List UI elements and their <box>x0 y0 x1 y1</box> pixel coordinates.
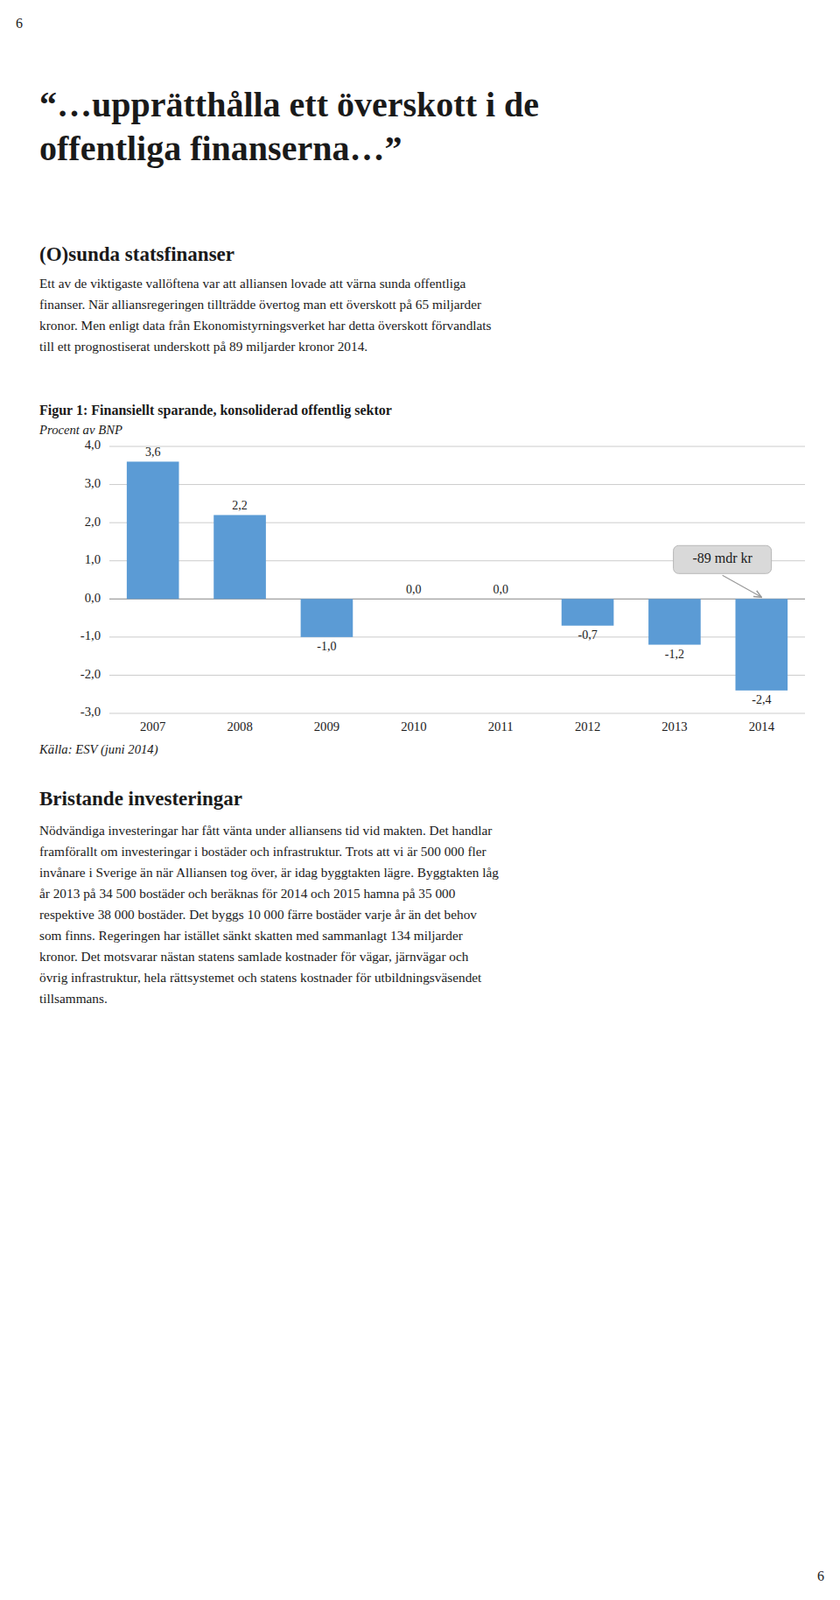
x-tick-label: 2007 <box>140 719 166 734</box>
y-tick-label: 0,0 <box>84 590 101 605</box>
body-text: finanser. När alliansregeringen tillträd… <box>39 296 482 313</box>
x-tick-label: 2012 <box>574 719 601 734</box>
x-tick-label: 2011 <box>488 719 514 734</box>
body-text: kronor. Det motsvarar nästan statens sam… <box>39 948 469 965</box>
grid-line <box>109 446 805 448</box>
body-text: invånare i Sverige än när Alliansen tog … <box>39 864 499 881</box>
body-text: till ett prognostiserat underskott på 89… <box>39 338 368 355</box>
grid-line <box>109 674 805 676</box>
body-text: övrig infrastruktur, hela rättsystemet o… <box>39 969 482 986</box>
bar <box>561 598 615 626</box>
data-label: -2,4 <box>751 693 771 707</box>
y-axis-label: Procent av BNP <box>39 422 123 438</box>
body-text: Ett av de viktigaste vallöftena var att … <box>39 275 466 292</box>
bar <box>301 598 354 637</box>
x-tick-label: 2014 <box>749 719 776 734</box>
annotation-arrow <box>722 574 763 597</box>
section-title: (O)sunda statsfinanser <box>39 243 235 266</box>
source-note: Källa: ESV (juni 2014) <box>39 742 159 757</box>
y-tick-label: 2,0 <box>84 514 101 529</box>
title-quote: “…upprätthålla ett överskott i de offent… <box>39 83 539 171</box>
chart: -3,0 -2,0 -1,0 0,0 1,0 2,0 3,0 4,0 3,6 2,2 -1,0 0,0… <box>39 437 810 735</box>
y-tick-label: -2,0 <box>80 666 101 681</box>
annotation-box <box>673 545 772 574</box>
body-text: tillsammans. <box>39 990 108 1007</box>
x-tick-label: 2009 <box>314 719 340 734</box>
bar <box>387 598 441 600</box>
grid-line <box>109 483 805 485</box>
data-label: -1,2 <box>665 647 685 661</box>
body-text: respektive 38 000 bostäder. Det byggs 10… <box>39 906 477 923</box>
body-text: kronor. Men enligt data från Ekonomistyr… <box>39 317 492 334</box>
x-tick-label: 2008 <box>226 719 252 734</box>
data-label: 2,2 <box>231 498 248 512</box>
body-text: som finns. Regeringen har istället sänkt… <box>39 927 463 944</box>
page-number: 6 <box>817 1568 825 1584</box>
x-tick-label: 2013 <box>661 719 687 734</box>
y-tick-label: -1,0 <box>80 628 101 643</box>
section-title: Bristande investeringar <box>39 787 243 811</box>
y-tick-label: 3,0 <box>84 476 101 490</box>
x-tick-label: 2010 <box>400 719 427 734</box>
data-label: 3,6 <box>145 445 161 459</box>
y-tick-label: 1,0 <box>84 552 101 567</box>
bar <box>126 461 180 599</box>
chart-title: Figur 1: Finansiellt sparande, konsolide… <box>39 402 392 419</box>
bars <box>126 461 788 690</box>
body-text: Nödvändiga investeringar har fått vänta … <box>39 822 492 839</box>
body-text: år 2013 på 34 500 bostäder och beräknas … <box>39 885 455 902</box>
body-text: framförallt om investeringar i bostäder … <box>39 843 487 860</box>
grid-line <box>109 713 805 714</box>
data-label: -0,7 <box>577 628 597 642</box>
grid <box>109 446 805 714</box>
data-label: 0,0 <box>406 582 422 596</box>
annotation: -89 mdr kr <box>692 550 753 566</box>
bar <box>474 598 527 600</box>
bar <box>213 514 266 599</box>
bar <box>735 598 789 691</box>
y-tick-label: -3,0 <box>80 704 101 719</box>
data-label: -1,0 <box>316 639 336 653</box>
page-number: 6 <box>15 15 23 32</box>
data-label: 0,0 <box>492 582 509 596</box>
y-tick-label: 4,0 <box>84 437 101 452</box>
bar <box>648 598 701 644</box>
